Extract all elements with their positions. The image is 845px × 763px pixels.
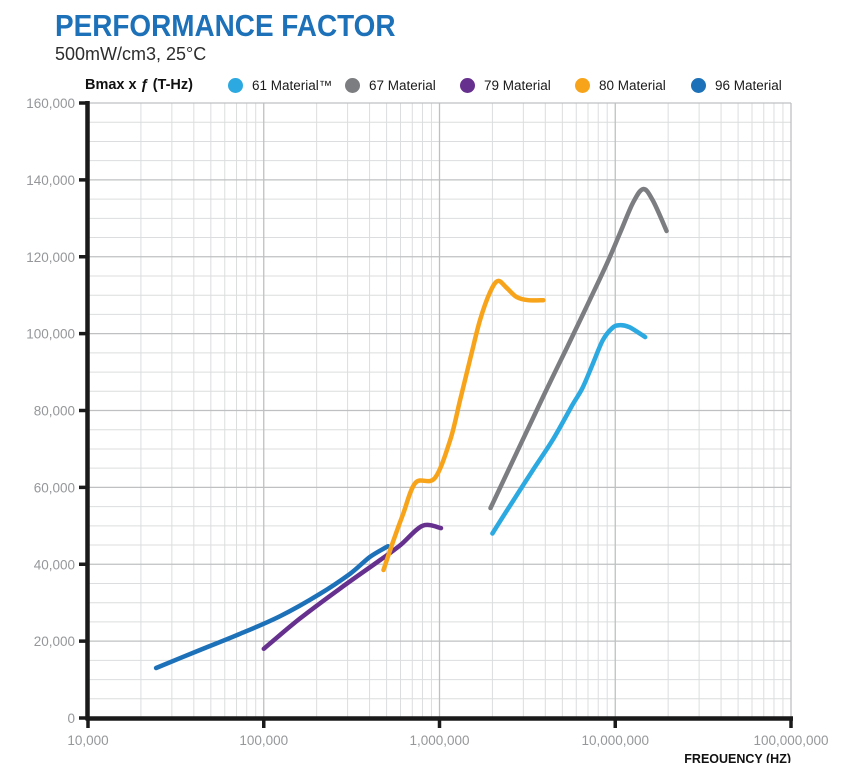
legend-label: 96 Material bbox=[715, 77, 782, 93]
y-tick-label: 140,000 bbox=[26, 173, 75, 188]
legend-item-3: 79 Material bbox=[460, 74, 551, 96]
legend-swatch-icon bbox=[345, 77, 360, 93]
legend-item-1: 61 Material™ bbox=[228, 74, 332, 96]
y-tick-label: 100,000 bbox=[26, 327, 75, 342]
legend: 61 Material™ 67 Material 79 Material 80 Mat… bbox=[228, 74, 835, 96]
x-axis-label: FREQUENCY (HZ) bbox=[684, 752, 791, 763]
y-tick-label: 80,000 bbox=[34, 404, 75, 419]
legend-swatch-icon bbox=[691, 77, 706, 93]
legend-item-2: 67 Material bbox=[345, 74, 436, 96]
y-tick-label: 120,000 bbox=[26, 250, 75, 265]
series-curve-67 bbox=[488, 186, 669, 511]
legend-item-5: 96 Material bbox=[691, 74, 782, 96]
y-tick-label: 20,000 bbox=[34, 634, 75, 649]
y-tick-label: 40,000 bbox=[34, 557, 75, 572]
y-axis-label: Bmax x ƒ (T-Hz) bbox=[85, 77, 193, 93]
legend-label: 61 Material™ bbox=[252, 77, 333, 93]
chart-subtitle: 500mW/cm3, 25°C bbox=[55, 44, 207, 64]
x-tick-label: 10,000,000 bbox=[581, 733, 649, 748]
x-tick-label: 10,000 bbox=[67, 733, 108, 748]
legend-label: 80 Material bbox=[599, 77, 666, 93]
series-curve-96 bbox=[153, 543, 391, 671]
x-tick-label: 100,000 bbox=[239, 733, 288, 748]
y-tick-label: 0 bbox=[67, 711, 75, 726]
legend-swatch-icon bbox=[575, 77, 590, 93]
legend-item-4: 80 Material bbox=[575, 74, 666, 96]
legend-label: 79 Material bbox=[484, 77, 551, 93]
x-tick-label: 100,000,000 bbox=[753, 733, 828, 748]
series-curve-80 bbox=[381, 278, 546, 573]
legend-swatch-icon bbox=[228, 77, 243, 93]
legend-label: 67 Material bbox=[369, 77, 436, 93]
chart-title: PERFORMANCE FACTOR bbox=[55, 8, 396, 43]
y-tick-label: 60,000 bbox=[34, 480, 75, 495]
series-curve-61 bbox=[490, 322, 648, 536]
x-tick-label: 1,000,000 bbox=[409, 733, 469, 748]
y-tick-label: 160,000 bbox=[26, 96, 75, 111]
series-curve-79 bbox=[261, 522, 444, 652]
legend-swatch-icon bbox=[460, 77, 475, 93]
